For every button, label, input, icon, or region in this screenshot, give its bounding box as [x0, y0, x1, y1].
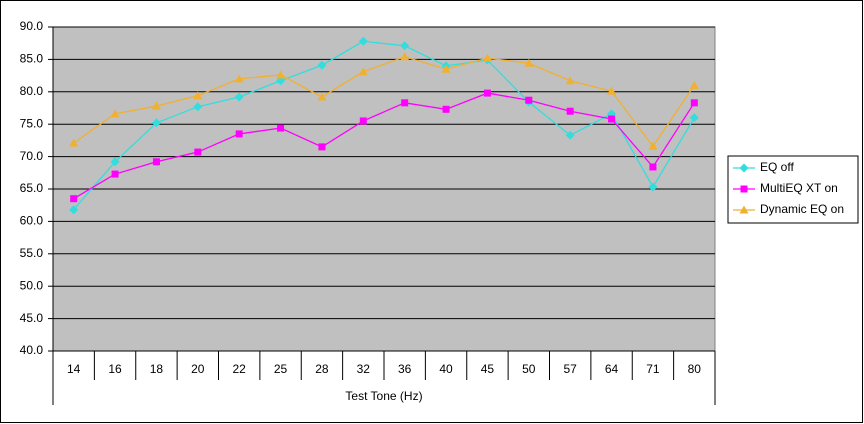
marker — [111, 170, 119, 178]
marker — [276, 76, 286, 86]
marker — [359, 117, 367, 125]
marker — [400, 41, 410, 51]
marker — [110, 109, 120, 118]
x-axis-title: Test Tone (Hz) — [345, 389, 422, 403]
marker — [740, 185, 748, 193]
marker — [358, 67, 368, 76]
legend-label: EQ off — [760, 160, 794, 174]
x-tick-label: 36 — [398, 362, 412, 376]
marker — [151, 101, 161, 110]
marker — [69, 138, 79, 147]
marker — [70, 195, 78, 203]
marker — [565, 76, 575, 85]
marker — [483, 89, 491, 97]
y-tick-label: 65.0 — [20, 181, 44, 195]
marker — [739, 205, 749, 214]
marker — [524, 58, 534, 67]
marker — [277, 124, 285, 132]
marker — [69, 205, 79, 215]
marker — [110, 157, 120, 167]
y-tick-label: 50.0 — [20, 278, 44, 292]
marker — [525, 96, 533, 104]
y-tick-label: 40.0 — [20, 343, 44, 357]
marker — [318, 143, 326, 151]
series-line — [73, 40, 695, 211]
y-tick-label: 45.0 — [20, 311, 44, 325]
marker — [566, 107, 574, 115]
x-tick-label: 64 — [605, 362, 619, 376]
x-tick-label: 57 — [564, 362, 578, 376]
marker — [608, 115, 616, 123]
x-tick-label: 14 — [67, 362, 81, 376]
marker — [317, 60, 327, 70]
series-line — [73, 56, 695, 148]
marker — [235, 130, 243, 138]
marker — [739, 163, 749, 173]
marker — [193, 102, 203, 112]
marker — [400, 52, 410, 61]
x-tick-label: 28 — [315, 362, 329, 376]
marker — [276, 70, 286, 79]
marker — [194, 148, 202, 156]
marker — [607, 86, 617, 95]
x-tick-label: 18 — [150, 362, 164, 376]
x-tick-label: 80 — [688, 362, 702, 376]
marker — [193, 91, 203, 100]
marker — [648, 141, 658, 150]
marker — [401, 99, 409, 107]
x-tick-label: 50 — [522, 362, 536, 376]
marker — [152, 158, 160, 166]
x-tick-label: 45 — [481, 362, 495, 376]
legend-label: MultiEQ XT on — [760, 181, 838, 195]
y-tick-label: 55.0 — [20, 246, 44, 260]
marker — [234, 92, 244, 102]
y-tick-label: 75.0 — [20, 116, 44, 130]
x-tick-label: 22 — [233, 362, 247, 376]
marker — [151, 118, 161, 128]
x-tick-label: 71 — [646, 362, 660, 376]
marker — [690, 99, 698, 107]
marker — [689, 80, 699, 89]
marker — [317, 92, 327, 101]
legend-label: Dynamic EQ on — [760, 202, 844, 216]
x-tick-label: 40 — [439, 362, 453, 376]
y-tick-label: 70.0 — [20, 149, 44, 163]
x-tick-label: 32 — [357, 362, 371, 376]
marker — [234, 74, 244, 83]
marker — [441, 64, 451, 73]
y-tick-label: 60.0 — [20, 214, 44, 228]
x-tick-label: 25 — [274, 362, 288, 376]
marker — [565, 130, 575, 140]
y-tick-label: 85.0 — [20, 52, 44, 66]
x-tick-label: 16 — [108, 362, 122, 376]
y-tick-label: 90.0 — [20, 19, 44, 33]
x-tick-label: 20 — [191, 362, 205, 376]
marker — [482, 53, 492, 62]
marker — [689, 113, 699, 123]
marker — [358, 36, 368, 46]
y-tick-label: 80.0 — [20, 84, 44, 98]
series-line — [73, 92, 695, 200]
marker — [442, 105, 450, 113]
marker — [648, 182, 658, 192]
marker — [649, 163, 657, 171]
